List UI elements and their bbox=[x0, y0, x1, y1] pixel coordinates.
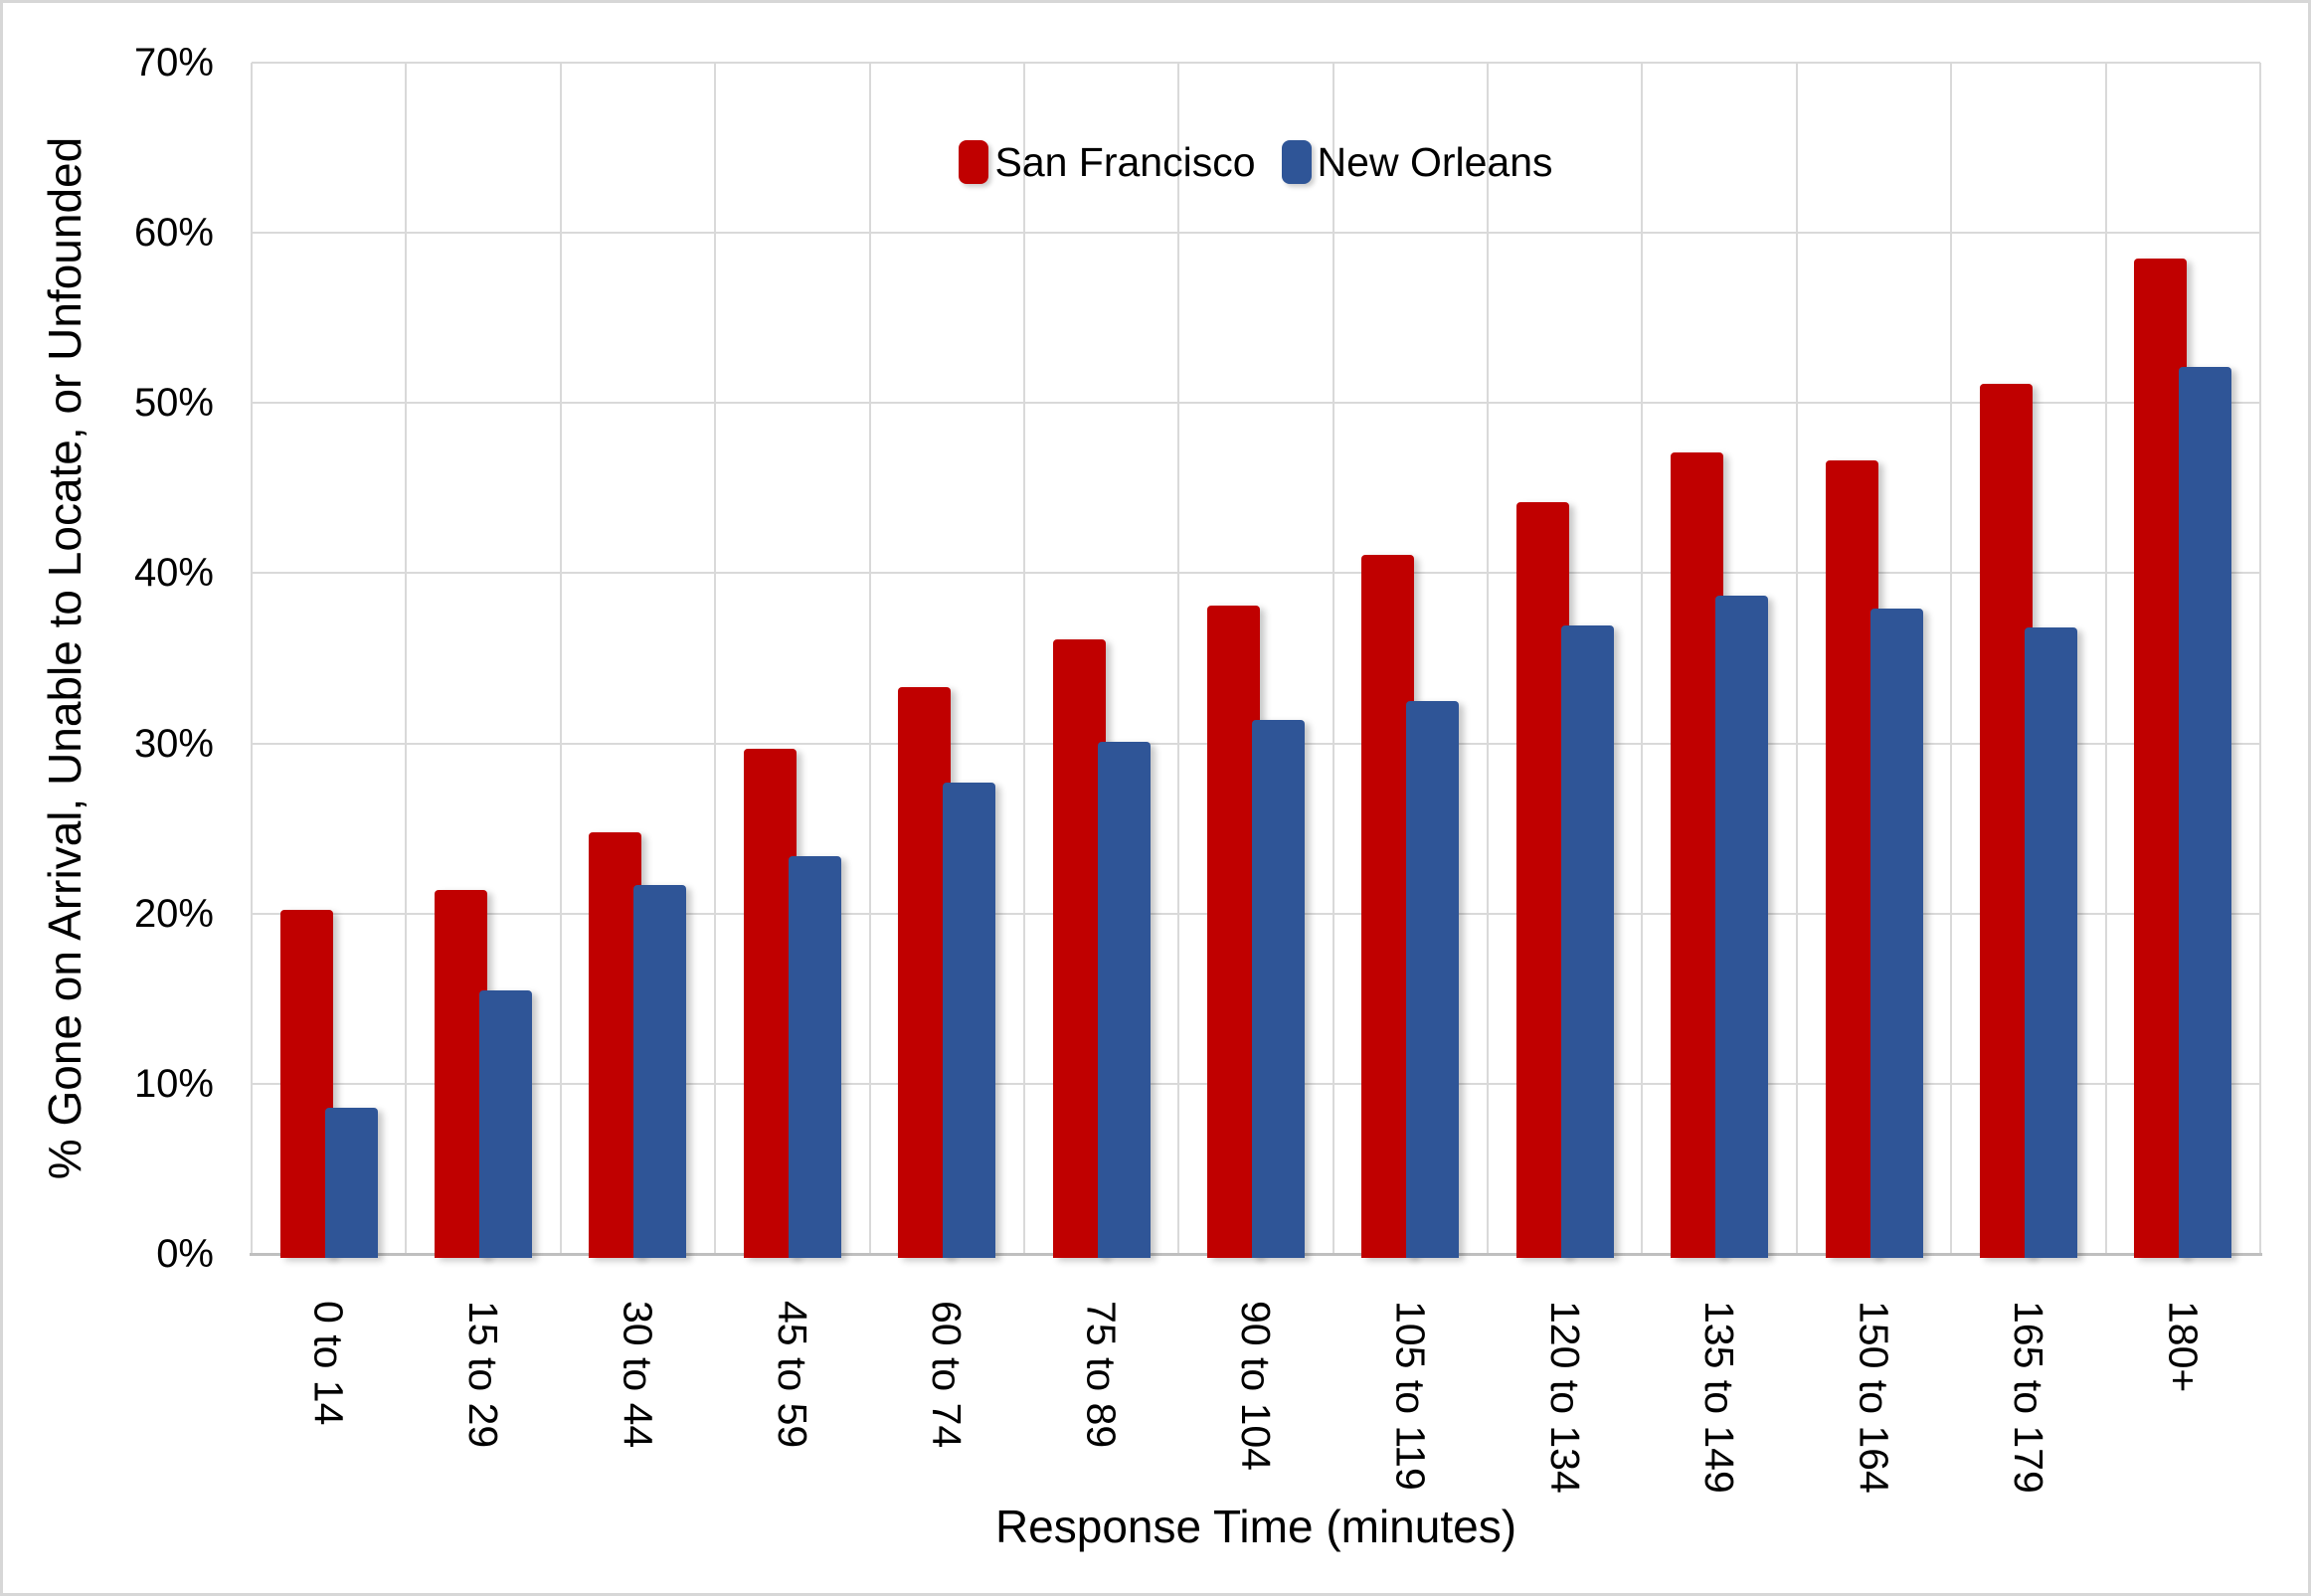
legend-label: San Francisco bbox=[994, 139, 1256, 185]
bar-new-orleans bbox=[633, 884, 687, 1258]
bar-new-orleans bbox=[2179, 367, 2232, 1258]
x-axis-title: Response Time (minutes) bbox=[994, 1501, 1517, 1552]
y-tick-label: 20% bbox=[133, 891, 214, 936]
bar-san-francisco bbox=[1671, 451, 1724, 1258]
bar-san-francisco bbox=[743, 748, 797, 1258]
v-gridline bbox=[559, 63, 562, 1254]
legend-swatch-new-orleans bbox=[1281, 140, 1312, 184]
bar-new-orleans bbox=[2024, 627, 2077, 1258]
v-gridline bbox=[1950, 63, 1953, 1254]
x-tick-label: 15 to 29 bbox=[460, 1301, 507, 1449]
y-tick-label: 60% bbox=[133, 211, 214, 256]
x-tick-label: 120 to 134 bbox=[1541, 1301, 1588, 1494]
bar-new-orleans bbox=[324, 1107, 378, 1258]
v-gridline bbox=[1641, 63, 1644, 1254]
x-tick-label: 75 to 89 bbox=[1078, 1301, 1125, 1449]
legend-item-new-orleans: New Orleans bbox=[1281, 138, 1553, 186]
bar-san-francisco bbox=[2134, 258, 2188, 1258]
v-gridline bbox=[2104, 63, 2107, 1254]
bar-san-francisco bbox=[1207, 605, 1260, 1258]
bar-new-orleans bbox=[1869, 609, 1923, 1258]
y-tick-label: 30% bbox=[133, 721, 214, 766]
x-tick-label: 150 to 164 bbox=[1851, 1301, 1897, 1494]
v-gridline bbox=[714, 63, 717, 1254]
v-gridline bbox=[2259, 63, 2261, 1254]
legend-label: New Orleans bbox=[1317, 139, 1553, 185]
v-gridline bbox=[1795, 63, 1798, 1254]
bar-new-orleans bbox=[1560, 625, 1614, 1258]
bar-san-francisco bbox=[1052, 639, 1106, 1258]
bar-san-francisco bbox=[1825, 460, 1878, 1258]
bar-san-francisco bbox=[1361, 554, 1415, 1258]
bar-san-francisco bbox=[589, 831, 642, 1258]
bar-san-francisco bbox=[898, 687, 952, 1258]
x-tick-label: 60 to 74 bbox=[924, 1301, 971, 1449]
x-tick-label: 30 to 44 bbox=[615, 1301, 661, 1449]
v-gridline bbox=[1487, 63, 1490, 1254]
h-gridline bbox=[252, 402, 2260, 405]
y-tick-label: 10% bbox=[133, 1061, 214, 1106]
v-gridline bbox=[1022, 63, 1025, 1254]
bar-new-orleans bbox=[1097, 741, 1151, 1258]
bar-san-francisco bbox=[435, 889, 488, 1258]
legend: San Francisco New Orleans bbox=[252, 138, 2260, 186]
h-gridline bbox=[252, 572, 2260, 575]
x-tick-label: 0 to 14 bbox=[305, 1301, 352, 1426]
bar-san-francisco bbox=[279, 910, 333, 1258]
bar-new-orleans bbox=[1715, 595, 1769, 1258]
bar-new-orleans bbox=[788, 855, 841, 1258]
x-tick-label: 45 to 59 bbox=[769, 1301, 815, 1449]
bar-new-orleans bbox=[943, 782, 996, 1258]
x-tick-label: 180+ bbox=[2160, 1301, 2207, 1393]
v-gridline bbox=[251, 63, 253, 1254]
x-tick-label: 90 to 104 bbox=[1233, 1301, 1279, 1471]
h-gridline bbox=[252, 232, 2260, 235]
x-tick-label: 165 to 179 bbox=[2005, 1301, 2051, 1494]
v-gridline bbox=[1332, 63, 1334, 1254]
y-axis-title: % Gone on Arrival, Unable to Locate, or … bbox=[39, 136, 90, 1180]
y-tick-label: 40% bbox=[133, 551, 214, 596]
v-gridline bbox=[868, 63, 871, 1254]
bar-san-francisco bbox=[1979, 384, 2033, 1258]
bar-new-orleans bbox=[479, 989, 533, 1258]
x-tick-label: 135 to 149 bbox=[1696, 1301, 1743, 1494]
y-tick-label: 50% bbox=[133, 381, 214, 426]
legend-item-san-francisco: San Francisco bbox=[959, 138, 1256, 186]
bar-new-orleans bbox=[1252, 719, 1305, 1258]
x-tick-label: 105 to 119 bbox=[1387, 1301, 1434, 1491]
y-tick-label: 70% bbox=[133, 41, 214, 85]
v-gridline bbox=[405, 63, 408, 1254]
plot-area: 0 to 14 15 to 29 30 to 44 45 to 59 60 to 74 7… bbox=[250, 62, 2262, 1494]
h-gridline bbox=[252, 62, 2260, 64]
y-tick-label: 0% bbox=[156, 1232, 214, 1276]
v-gridline bbox=[1177, 63, 1180, 1254]
bar-new-orleans bbox=[1406, 700, 1460, 1258]
legend-swatch-san-francisco bbox=[959, 140, 989, 184]
bar-san-francisco bbox=[1515, 501, 1569, 1258]
